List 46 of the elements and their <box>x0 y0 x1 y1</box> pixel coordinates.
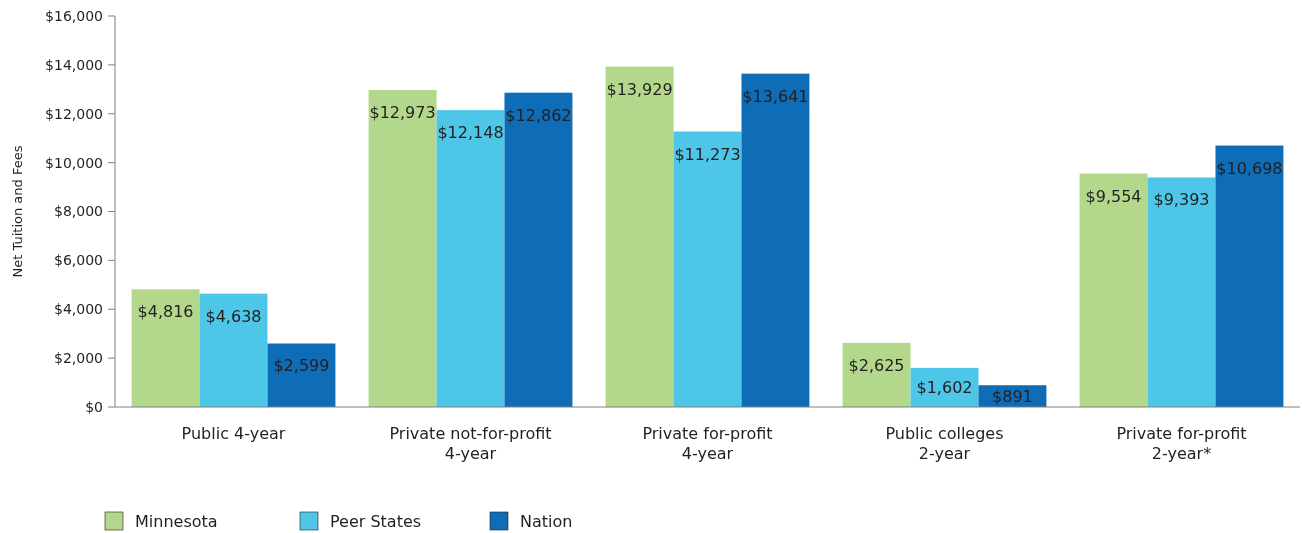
legend-label: Peer States <box>330 512 422 531</box>
data-label: $13,641 <box>742 86 809 106</box>
data-label: $12,148 <box>437 123 504 143</box>
y-tick-label: $4,000 <box>54 301 103 318</box>
bar <box>842 342 911 407</box>
x-tick-label: Private not-for-profit 4-year <box>389 424 552 463</box>
y-tick-label: $2,000 <box>54 350 103 367</box>
bar <box>1147 177 1216 407</box>
bar <box>1079 173 1148 407</box>
x-tick-label: Public colleges 2-year <box>885 424 1004 463</box>
bar <box>368 89 437 407</box>
legend-label: Nation <box>520 512 573 531</box>
y-tick-label: $14,000 <box>45 56 103 73</box>
bar <box>131 289 200 407</box>
bar <box>267 343 336 407</box>
data-label: $4,638 <box>205 306 262 326</box>
y-tick-label: $6,000 <box>54 252 103 269</box>
data-label: $9,554 <box>1085 186 1142 206</box>
bar <box>605 66 674 407</box>
data-label: $4,816 <box>137 302 194 322</box>
data-label: $12,862 <box>505 105 572 125</box>
y-tick-label: $12,000 <box>45 105 103 122</box>
data-label: $11,273 <box>674 144 741 164</box>
data-label: $10,698 <box>1216 158 1283 178</box>
x-tick-label: Private for-profit 4-year <box>642 424 773 463</box>
bar <box>436 110 505 407</box>
bar <box>504 92 573 407</box>
x-tick-label: Public 4-year <box>181 424 286 443</box>
bar <box>1215 145 1284 407</box>
data-label: $2,625 <box>848 355 905 375</box>
y-tick-label: $16,000 <box>45 7 103 24</box>
bar <box>741 73 810 407</box>
x-tick-label: Private for-profit 2-year* <box>1116 424 1247 463</box>
legend-label: Minnesota <box>135 512 218 531</box>
y-axis-title: Net Tuition and Fees <box>10 145 25 278</box>
data-label: $13,929 <box>606 79 673 99</box>
data-label: $1,602 <box>916 378 973 398</box>
data-label: $2,599 <box>273 356 330 376</box>
data-label: $12,973 <box>369 102 436 122</box>
data-label: $9,393 <box>1153 190 1210 210</box>
bar <box>673 131 742 407</box>
data-label: $891 <box>992 387 1033 407</box>
y-tick-label: $0 <box>85 398 103 415</box>
y-tick-label: $10,000 <box>45 154 103 171</box>
y-tick-label: $8,000 <box>54 203 103 220</box>
bar <box>199 293 268 407</box>
